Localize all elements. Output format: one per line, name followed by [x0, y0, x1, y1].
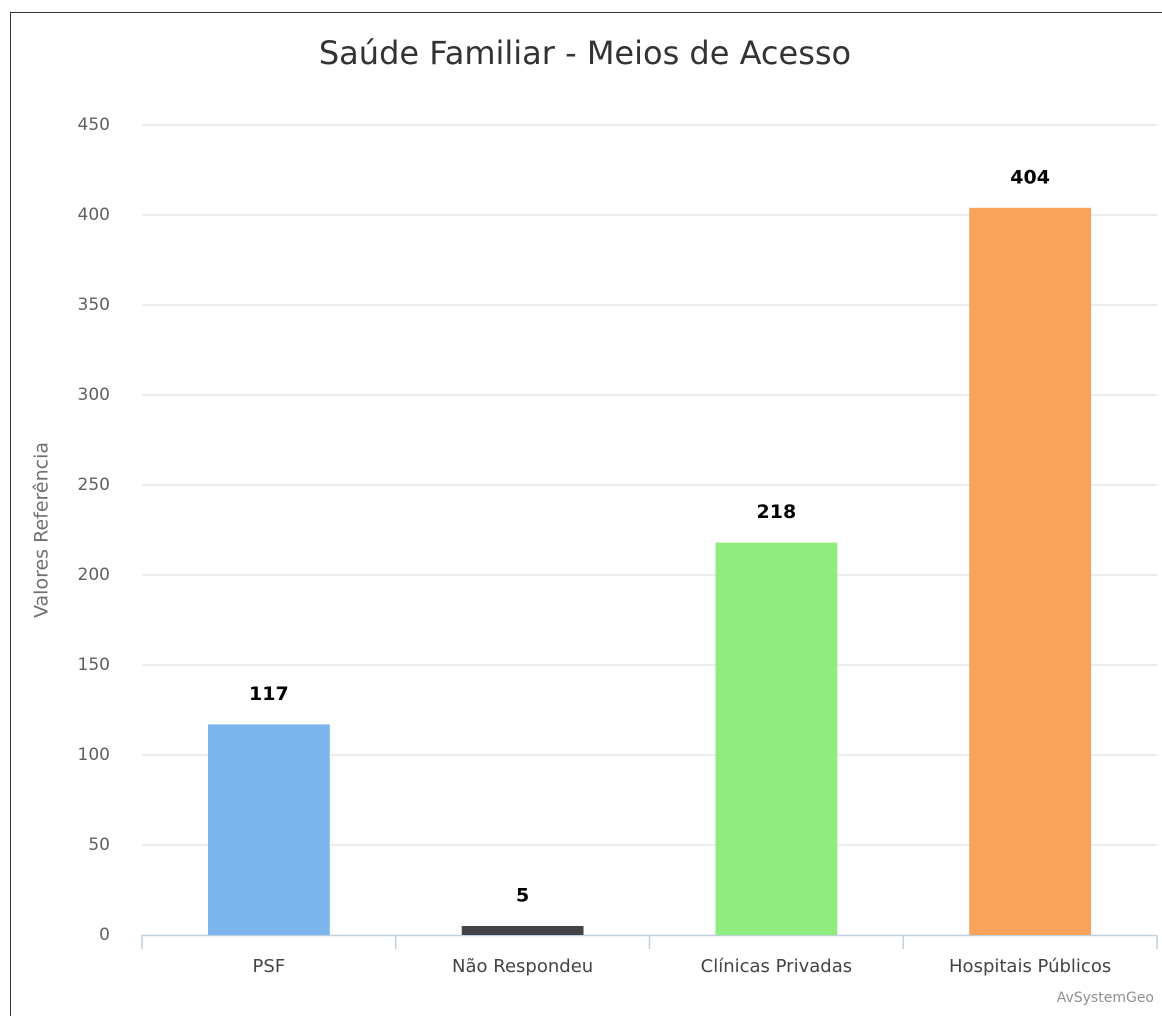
data-label: 117 — [249, 683, 289, 705]
y-tick-label: 50 — [88, 835, 110, 855]
data-label: 5 — [516, 885, 529, 907]
bar — [715, 542, 838, 935]
y-axis-title: Valores Referência — [31, 442, 53, 618]
y-tick-label: 200 — [78, 565, 110, 585]
x-tick-label: PSF — [253, 956, 286, 977]
y-tick-label: 350 — [78, 295, 110, 315]
chart-title: Saúde Familiar - Meios de Acesso — [319, 34, 851, 72]
x-tick-label: Não Respondeu — [452, 956, 593, 977]
y-tick-label: 400 — [78, 205, 110, 225]
y-tick-label: 150 — [78, 655, 110, 675]
y-tick-label: 450 — [78, 115, 110, 135]
y-tick-label: 300 — [78, 385, 110, 405]
y-tick-label: 100 — [78, 745, 110, 765]
bar — [207, 724, 330, 935]
credits: AvSystemGeo — [1057, 990, 1154, 1006]
data-label: 218 — [757, 501, 797, 523]
x-tick-label: Clínicas Privadas — [701, 956, 852, 977]
x-tick-label: Hospitais Públicos — [949, 956, 1111, 977]
bar — [969, 207, 1092, 936]
y-tick-label: 250 — [78, 475, 110, 495]
data-label: 404 — [1010, 166, 1050, 188]
y-tick-label: 0 — [99, 925, 110, 945]
bar — [461, 926, 584, 935]
